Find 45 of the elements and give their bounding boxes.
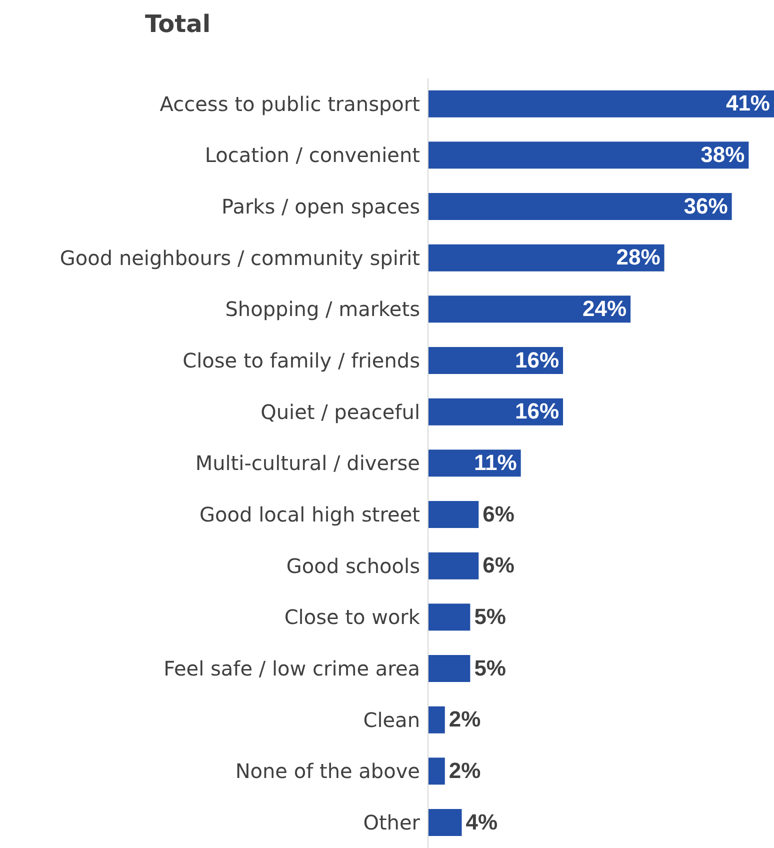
bar [428,808,462,836]
bar [428,346,564,374]
y-tick-label: Feel safe / low crime area [164,656,420,680]
data-label: 24% [582,296,627,321]
data-label: 6% [482,552,514,578]
data-label: 6% [482,501,514,526]
data-label: 2% [448,706,481,732]
bar [428,296,631,323]
data-label: 16% [514,398,560,424]
bar [428,552,479,580]
bar [428,654,470,682]
bar [428,244,664,272]
data-label: 4% [466,809,498,834]
data-label: 38% [700,142,745,167]
data-label: 41% [726,90,770,116]
y-tick-label: Multi-cultural / diverse [195,451,420,476]
data-label: 11% [474,450,517,475]
bar [428,706,445,734]
y-tick-label: Close to work [284,605,420,630]
y-tick-label: Good neighbours / community spirit [60,246,420,270]
bar [428,500,479,528]
bar [428,398,564,426]
y-tick-label: Quiet / peaceful [260,400,420,424]
bar [428,90,774,118]
bar [428,758,445,785]
bar [428,142,749,169]
bar [428,192,732,220]
text: Total [144,9,212,40]
data-label: 5% [474,655,506,680]
data-label: 2% [448,758,481,783]
y-tick-label: None of the above [235,759,420,784]
bar [428,604,470,631]
y-tick-label: Good local high street [200,502,420,526]
y-tick-label: Other [363,810,421,834]
data-label: 5% [474,604,506,629]
y-tick-label: Location / convenient [204,143,420,168]
data-label: 28% [616,244,660,270]
data-label: 36% [684,193,728,218]
y-tick-label: Shopping / markets [225,297,420,322]
y-tick-label: Close to family / friends [182,348,420,372]
y-tick-label: Parks / open spaces [222,194,420,218]
y-tick-label: Access to public transport [160,92,420,116]
data-label: 16% [514,347,560,372]
y-tick-label: Clean [363,708,420,732]
y-tick-label: Good schools [286,554,420,578]
